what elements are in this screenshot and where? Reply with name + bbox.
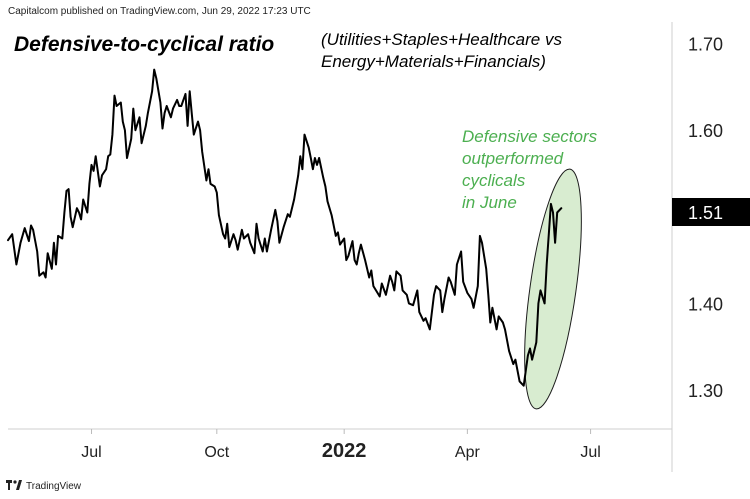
- annotation-line-4: in June: [462, 193, 517, 212]
- x-tick-label: Oct: [204, 444, 229, 461]
- x-tick-label: 2022: [322, 440, 367, 462]
- annotation-line-3: cyclicals: [462, 171, 526, 190]
- chart-frame: [8, 22, 673, 472]
- brand-footer[interactable]: TradingView: [6, 480, 81, 493]
- last-value-box: [672, 198, 750, 226]
- y-tick-label: 1.60: [688, 121, 723, 141]
- x-tick-label: Jul: [580, 444, 600, 461]
- y-tick-label: 1.30: [688, 381, 723, 401]
- attribution-text: Capitalcom published on TradingView.com,…: [8, 6, 311, 17]
- x-axis-ticks: Jul Oct 2022 Apr Jul: [81, 429, 601, 462]
- highlight-ellipse: [524, 168, 582, 410]
- ratio-series-line: [7, 68, 563, 387]
- x-tick-label: Jul: [81, 444, 101, 461]
- last-value-badge: 1.51: [672, 198, 750, 226]
- y-tick-label: 1.70: [688, 35, 723, 55]
- brand-name: TradingView: [26, 481, 82, 492]
- last-value-label: 1.51: [688, 203, 723, 223]
- tradingview-logo-icon: [6, 480, 22, 493]
- y-tick-label: 1.40: [688, 294, 723, 314]
- y-axis-ticks: 1.70 1.60 1.40 1.30: [688, 35, 723, 401]
- annotation-line-2: outperformed: [462, 149, 564, 168]
- annotation-line-1: Defensive sectors: [462, 127, 598, 146]
- annotation-group: Defensive sectors outperformed cyclicals…: [462, 127, 598, 212]
- chart-title: Defensive-to-cyclical ratio: [14, 33, 274, 56]
- chart-subtitle-line1: (Utilities+Staples+Healthcare vs: [321, 30, 562, 49]
- x-tick-label: Apr: [455, 444, 481, 461]
- chart-title-group: Defensive-to-cyclical ratio (Utilities+S…: [14, 30, 562, 71]
- chart-subtitle-line2: Energy+Materials+Financials): [321, 52, 546, 71]
